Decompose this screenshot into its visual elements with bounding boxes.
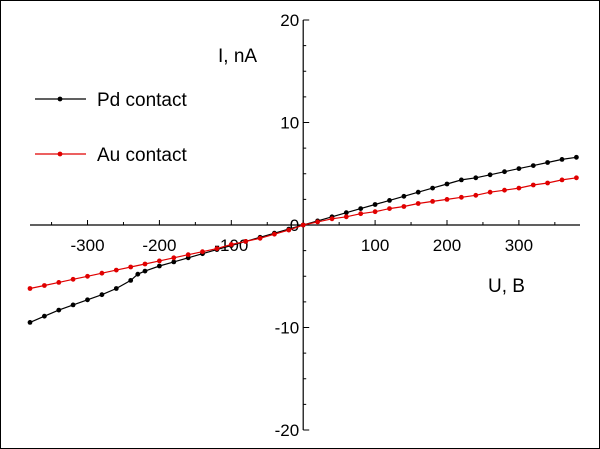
data-point (171, 255, 177, 261)
data-point (128, 264, 134, 270)
data-point (142, 268, 148, 274)
data-point (70, 276, 76, 282)
data-point (257, 235, 263, 241)
data-point (128, 278, 134, 283)
data-point (559, 157, 565, 162)
data-point (99, 270, 105, 276)
data-point (372, 209, 378, 215)
data-point (171, 259, 177, 265)
data-point (516, 185, 522, 191)
data-point (545, 180, 550, 186)
data-point (559, 177, 565, 183)
data-point (142, 261, 148, 267)
x-tick-label: -200 (142, 236, 176, 255)
data-point (85, 297, 90, 303)
data-point (27, 320, 33, 325)
x-tick-label: 200 (433, 236, 461, 255)
data-point (487, 172, 493, 178)
data-point (343, 214, 349, 220)
y-axis-label: I, nA (218, 46, 257, 67)
data-point (459, 194, 464, 200)
data-point (401, 193, 407, 199)
y-tick-label: 20 (280, 11, 299, 30)
series-1 (27, 175, 579, 291)
data-point (358, 206, 364, 212)
data-point (444, 181, 450, 187)
data-point (401, 204, 407, 209)
x-tick-label: 300 (505, 236, 533, 255)
y-tick-label: 0 (290, 216, 299, 235)
data-point (574, 154, 579, 160)
data-point (286, 227, 292, 233)
data-point (473, 192, 479, 198)
data-point (272, 231, 277, 237)
data-point (372, 202, 378, 207)
data-point (113, 286, 119, 291)
x-tick-label: 100 (361, 236, 389, 255)
data-point (42, 313, 47, 319)
data-point (157, 263, 162, 269)
data-point (574, 175, 579, 181)
data-point (516, 166, 522, 172)
data-point (502, 169, 507, 175)
data-point (157, 258, 162, 264)
data-point (200, 249, 205, 255)
data-point (185, 252, 191, 258)
data-point (530, 182, 536, 188)
data-point (430, 199, 435, 204)
y-tick-label: -10 (275, 319, 300, 338)
data-point (530, 163, 536, 169)
data-point (214, 246, 220, 252)
x-tick-label: -300 (71, 236, 105, 255)
data-point (444, 197, 450, 202)
data-point (430, 185, 435, 191)
legend-label-au: Au contact (97, 145, 187, 166)
data-point (135, 271, 141, 277)
data-point (387, 206, 392, 212)
data-point (99, 292, 105, 298)
data-point (487, 189, 493, 195)
data-point (387, 198, 392, 203)
legend-marker-au (57, 151, 63, 157)
y-tick-label: -20 (275, 421, 300, 440)
data-point (315, 219, 320, 225)
data-point (42, 283, 47, 288)
data-point (56, 280, 62, 285)
data-point (85, 273, 90, 279)
data-point (473, 175, 479, 181)
legend: Pd contact Au contact (35, 90, 187, 166)
data-point (545, 160, 550, 165)
data-point (343, 210, 349, 216)
x-axis-label: U, B (488, 276, 525, 297)
data-point (27, 286, 33, 291)
data-point (243, 239, 249, 244)
data-point (228, 242, 234, 247)
data-point (329, 216, 335, 222)
data-point (415, 189, 421, 195)
data-point (56, 307, 62, 313)
y-tick-label: 10 (280, 114, 299, 133)
data-point (70, 302, 76, 308)
series-layer (27, 154, 579, 325)
data-point (502, 187, 507, 193)
data-point (358, 211, 364, 217)
data-point (113, 267, 119, 273)
data-point (459, 177, 464, 183)
legend-marker-pd (57, 96, 63, 102)
legend-label-pd: Pd contact (97, 90, 187, 111)
data-point (415, 201, 421, 206)
data-point (300, 222, 306, 228)
